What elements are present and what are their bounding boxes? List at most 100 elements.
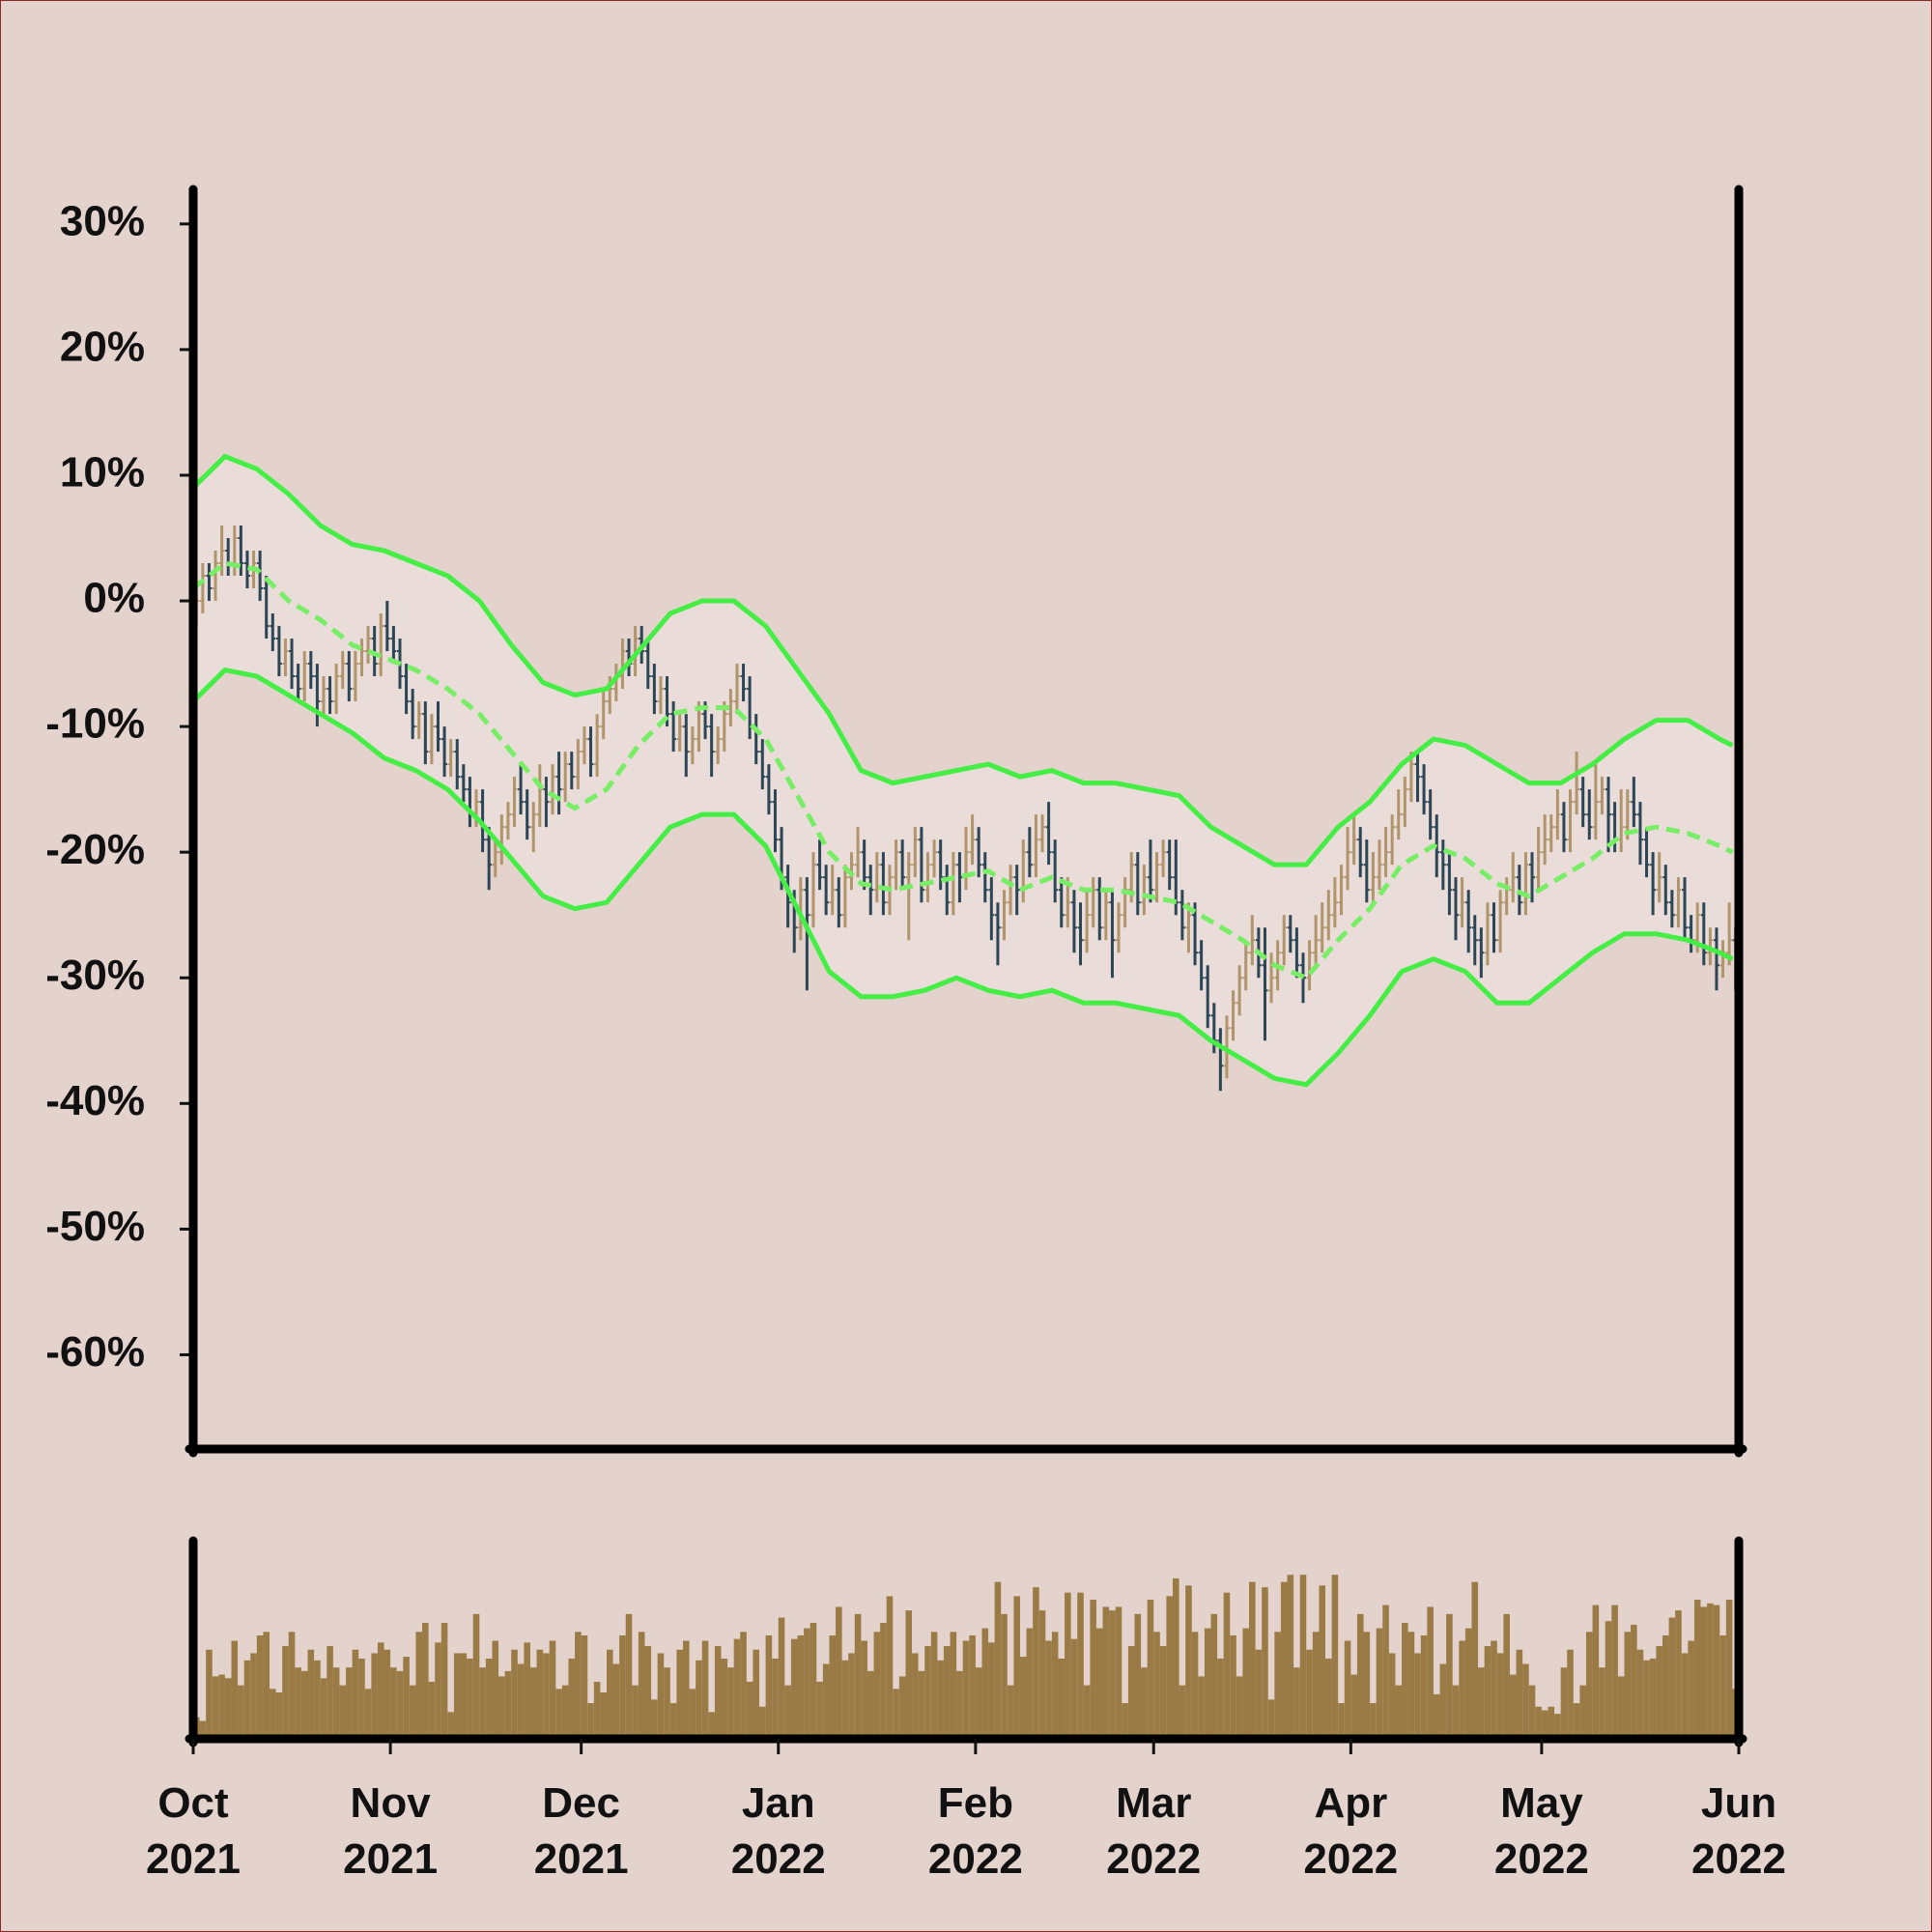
volume-bar — [1153, 1632, 1160, 1739]
volume-bar — [212, 1676, 219, 1739]
volume-bar — [1636, 1649, 1644, 1739]
volume-bar — [1433, 1693, 1440, 1739]
volume-bar — [320, 1678, 327, 1739]
volume-bar — [822, 1663, 830, 1739]
volume-bar — [1439, 1663, 1447, 1739]
volume-bar — [956, 1670, 963, 1739]
volume-bar — [1662, 1634, 1669, 1739]
volume-bar — [1134, 1613, 1142, 1739]
volume-bar — [1242, 1628, 1250, 1739]
volume-bar — [1402, 1623, 1408, 1739]
volume-bar — [804, 1628, 810, 1739]
volume-bar — [327, 1646, 333, 1739]
volume-bar — [772, 1658, 779, 1739]
volume-bar — [924, 1646, 931, 1739]
volume-bar — [1147, 1600, 1154, 1739]
volume-bar — [1331, 1575, 1339, 1739]
volume-bar — [1446, 1613, 1453, 1739]
volume-bar — [1471, 1581, 1479, 1739]
volume-bar — [415, 1632, 423, 1739]
volume-bar — [619, 1634, 626, 1739]
volume-bar — [1516, 1649, 1523, 1739]
volume-bar — [1065, 1592, 1071, 1739]
volume-bar — [1459, 1640, 1465, 1739]
volume-bar — [1356, 1613, 1364, 1739]
volume-bar — [612, 1663, 620, 1739]
volume-bar — [950, 1632, 957, 1739]
volume-bar — [1058, 1658, 1065, 1739]
volume-bar — [784, 1685, 791, 1739]
volume-bar — [1370, 1703, 1377, 1739]
volume-bar — [1312, 1632, 1320, 1739]
volume-bar — [1585, 1632, 1593, 1739]
volume-bar — [981, 1628, 989, 1739]
volume-bar — [231, 1640, 239, 1739]
volume-bar — [790, 1638, 798, 1739]
volume-bar — [1420, 1634, 1428, 1739]
volume-bar — [1299, 1575, 1307, 1739]
volume-bar — [1007, 1685, 1014, 1739]
volume-bar — [390, 1667, 397, 1739]
volume-bar — [1267, 1699, 1275, 1739]
volume-bar — [403, 1657, 410, 1739]
volume-bar — [873, 1632, 881, 1739]
volume-bar — [364, 1689, 372, 1739]
y-tick-label: -60% — [45, 1328, 145, 1376]
volume-bar — [238, 1685, 244, 1739]
volume-bar — [1376, 1628, 1383, 1739]
volume-bar — [1262, 1587, 1268, 1739]
volume-bar — [1681, 1653, 1689, 1739]
volume-bar — [1363, 1632, 1371, 1739]
volume-bar — [1592, 1605, 1600, 1739]
volume-bar — [676, 1649, 683, 1739]
volume-bar — [918, 1670, 925, 1739]
volume-bar — [1109, 1610, 1116, 1739]
volume-bar — [435, 1642, 441, 1739]
volume-bar — [1567, 1649, 1574, 1739]
volume-bar — [1700, 1606, 1708, 1739]
volume-bar — [1045, 1640, 1052, 1739]
volume-bar — [848, 1653, 855, 1739]
volume-bar — [256, 1634, 264, 1739]
volume-bar — [1344, 1640, 1351, 1739]
y-tick-label: -20% — [45, 826, 145, 873]
volume-bar — [1033, 1587, 1039, 1739]
volume-bar — [765, 1634, 773, 1739]
volume-bar — [943, 1646, 951, 1739]
band-upper — [191, 453, 1734, 867]
volume-bar — [224, 1678, 232, 1739]
volume-bar — [836, 1606, 842, 1739]
volume-bar — [696, 1660, 702, 1739]
volume-bar — [511, 1649, 518, 1739]
y-tick-label: 10% — [60, 449, 145, 497]
volume-bar — [1070, 1638, 1078, 1739]
volume-bar — [1077, 1592, 1084, 1739]
volume-bar — [492, 1640, 499, 1739]
volume-bar — [263, 1632, 270, 1739]
volume-bar — [568, 1658, 576, 1739]
volume-bar — [467, 1658, 473, 1739]
volume-bar — [912, 1653, 919, 1739]
volume-bar — [1414, 1653, 1421, 1739]
volume-bar — [1280, 1581, 1288, 1739]
y-tick-label: -10% — [45, 700, 145, 748]
band-lower — [191, 668, 1734, 1088]
x-tick-label: Dec 2021 — [533, 1779, 629, 1883]
volume-bar — [1223, 1592, 1231, 1739]
volume-bar — [1102, 1606, 1110, 1739]
volume-bar — [460, 1653, 468, 1739]
volume-bar — [1051, 1632, 1059, 1739]
volume-bar — [689, 1689, 696, 1739]
volume-bar — [199, 1720, 207, 1739]
volume-bar — [632, 1685, 639, 1739]
volume-bar — [708, 1712, 715, 1739]
volume-bar — [1707, 1603, 1714, 1739]
x-tick-label: May 2022 — [1493, 1779, 1589, 1883]
volume-bar — [529, 1667, 537, 1739]
volume-bar — [1484, 1646, 1492, 1739]
volume-bar — [1217, 1658, 1224, 1739]
volume-bar — [1713, 1605, 1720, 1739]
volume-bar — [657, 1653, 665, 1739]
y-tick-label: 30% — [60, 197, 145, 244]
volume-bar — [1166, 1596, 1173, 1739]
